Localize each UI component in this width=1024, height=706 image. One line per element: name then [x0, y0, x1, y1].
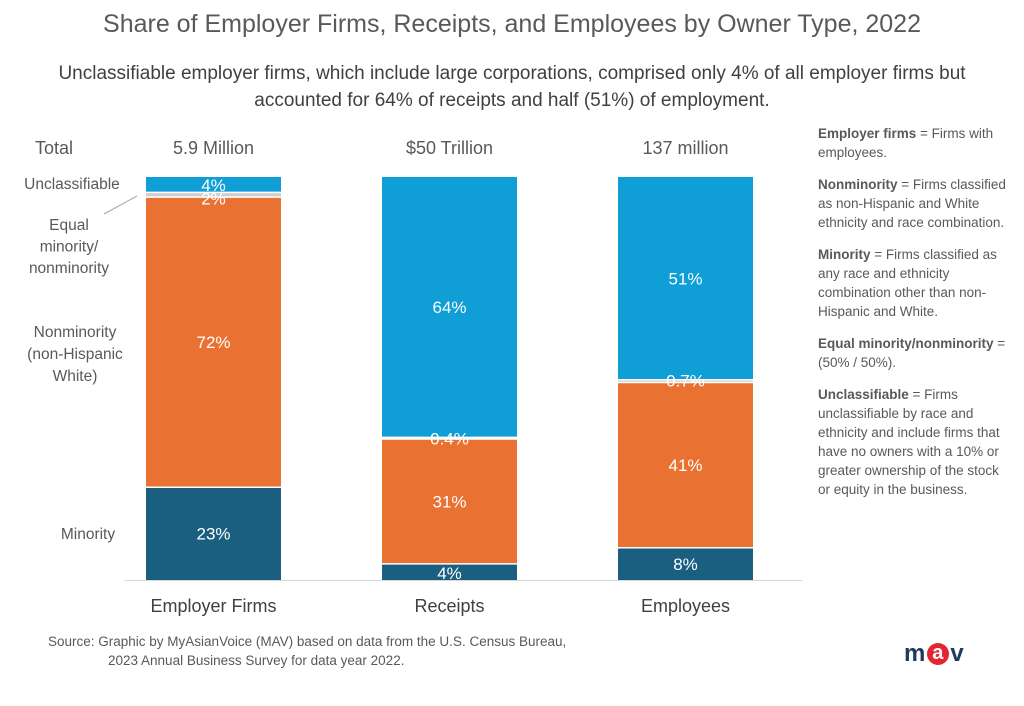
category-label-employees: Employees [641, 596, 730, 616]
row-label-equal-line: Equal [49, 217, 89, 234]
definition-employer-firms: Employer firms = Firms with employees. [818, 126, 994, 160]
data-label-nonminority-non-hispanic-white-employer-firms: 72% [196, 333, 230, 352]
bar-segment-nonminority-non-hispanic-white-receipts [382, 438, 517, 564]
bar-segment-nonminority-non-hispanic-white-employer-firms [146, 197, 281, 488]
data-label-unclassifiable-receipts: 64% [432, 298, 466, 317]
data-label-minority-receipts: 4% [437, 564, 462, 583]
data-label-minority-employees: 8% [673, 555, 698, 574]
row-label-nonminority-line: White) [53, 368, 98, 385]
total-value-receipts: $50 Trillion [406, 138, 493, 158]
definitions-panel: Employer firms = Firms with employees. N… [818, 124, 1010, 512]
chart-subtitle: Unclassifiable employer firms, which inc… [58, 63, 966, 111]
total-value-employees: 137 million [642, 138, 728, 158]
data-label-unclassifiable-employer-firms: 4% [201, 176, 226, 195]
bar-segment-equal-minority-nonminority-employees [618, 379, 753, 383]
data-label-equal-minority-nonminority-receipts: 0.4% [430, 429, 469, 448]
row-label-minority: Minority [61, 526, 116, 543]
total-label: Total [35, 138, 73, 158]
equal-leader-line [103, 195, 138, 215]
definition-unclassifiable: Unclassifiable = Firms unclassifiable by… [818, 387, 1000, 497]
data-label-unclassifiable-employees: 51% [668, 269, 702, 288]
chart-title: Share of Employer Firms, Receipts, and E… [103, 10, 921, 38]
data-label-equal-minority-nonminority-employer-firms: 2% [201, 189, 226, 208]
definition-minority: Minority = Firms classified as any race … [818, 247, 997, 319]
data-label-minority-employer-firms: 23% [196, 525, 230, 544]
data-label-nonminority-non-hispanic-white-receipts: 31% [432, 492, 466, 511]
row-label-equal-line: nonminority [29, 260, 109, 277]
bar-segment-minority-employer-firms [146, 487, 281, 580]
definition-equal: Equal minority/nonminority = (50% / 50%)… [818, 336, 1006, 370]
bar-segment-unclassifiable-receipts [382, 177, 517, 438]
bar-segment-unclassifiable-employer-firms [146, 177, 281, 193]
bar-segment-equal-minority-nonminority-receipts [382, 437, 517, 439]
category-label-receipts: Receipts [414, 596, 484, 616]
data-label-equal-minority-nonminority-employees: 0.7% [666, 372, 705, 391]
row-label-nonminority-line: Nonminority [34, 324, 117, 341]
definition-nonminority: Nonminority = Firms classified as non-Hi… [818, 177, 1006, 230]
bar-segment-equal-minority-nonminority-employer-firms [146, 192, 281, 198]
bar-segment-minority-receipts [382, 563, 517, 580]
category-label-employer-firms: Employer Firms [150, 596, 276, 616]
bar-segment-minority-employees [618, 547, 753, 580]
row-label-nonminority-line: (non-Hispanic [27, 346, 123, 363]
source-note: Source: Graphic by MyAsianVoice (MAV) ba… [48, 634, 567, 668]
row-label-equal-line: minority/ [40, 239, 99, 256]
bar-segment-nonminority-non-hispanic-white-employees [618, 382, 753, 548]
row-label-unclassifiable: Unclassifiable [24, 176, 120, 193]
bar-segment-unclassifiable-employees [618, 177, 753, 380]
total-value-employer-firms: 5.9 Million [173, 138, 254, 158]
data-label-nonminority-non-hispanic-white-employees: 41% [668, 456, 702, 475]
